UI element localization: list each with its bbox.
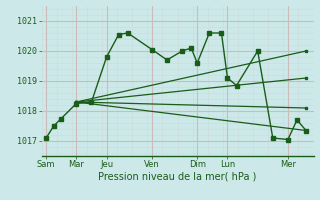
X-axis label: Pression niveau de la mer( hPa ): Pression niveau de la mer( hPa ) — [99, 172, 257, 182]
